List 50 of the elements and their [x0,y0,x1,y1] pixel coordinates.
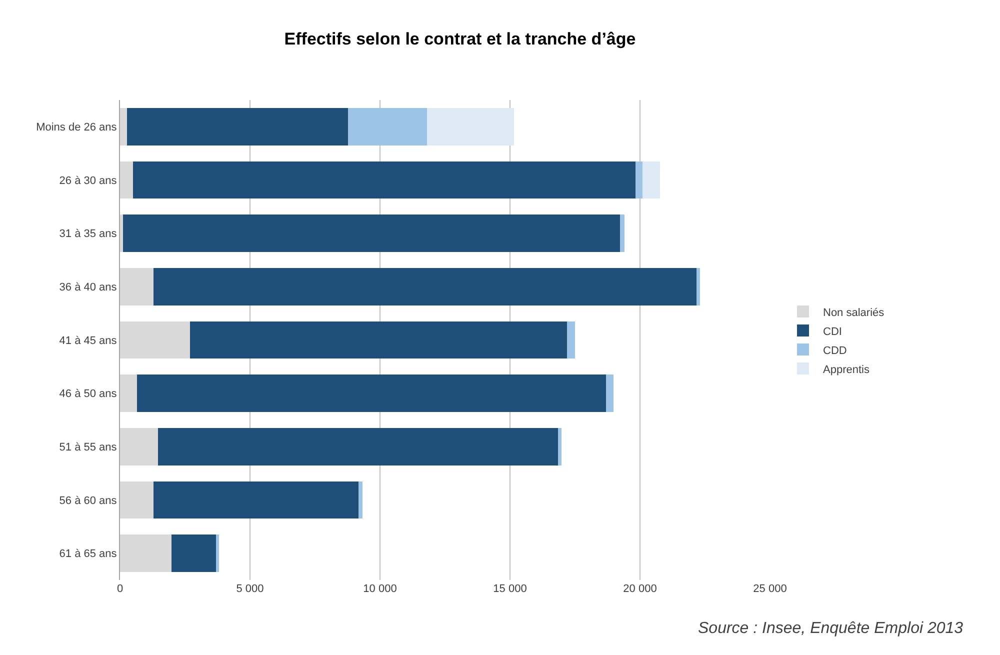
legend-label: CDI [823,326,842,338]
y-tick-label: 41 à 45 ans [59,334,118,347]
x-tick-label: 5 000 [236,583,264,595]
bar [348,108,428,146]
legend-label: Apprentis [823,364,870,376]
y-tick-label: 31 à 35 ans [59,228,118,240]
bar [558,428,562,466]
legend-label: Non salariés [823,306,885,319]
chart-title: Effectifs selon le contrat et la tranche d’âge [284,30,636,49]
source-note: Source : Insee, Enquête Emploi 2013 [698,620,964,637]
bar [566,321,575,359]
y-tick-label: 51 à 55 ans [59,442,118,454]
bar [120,161,133,199]
x-tick-label: 15 000 [493,583,527,595]
bar [133,161,636,199]
y-tick-label: 46 à 50 ans [59,388,118,400]
y-tick-label: 56 à 60 ans [59,494,118,507]
bar [120,534,172,572]
bar [120,108,127,146]
bar [123,214,620,252]
bar [190,321,567,359]
bar [136,374,606,412]
bar [120,481,154,519]
bar [635,161,642,199]
bar [154,481,358,519]
legend-label: CDD [823,344,847,357]
bar [427,108,514,146]
y-tick-label: 61 à 65 ans [59,548,118,560]
bar [171,534,216,572]
x-tick-label: 20 000 [623,583,657,595]
bar [606,374,614,412]
bar [120,428,158,466]
y-tick-label: Moins de 26 ans [36,122,118,134]
y-tick-label: 36 à 40 ans [59,282,118,294]
bar [216,534,219,572]
x-tick-label: 10 000 [363,583,397,595]
bar [126,108,348,146]
bar [358,481,362,519]
bar [154,268,696,306]
bar [120,374,137,412]
bar [158,428,558,466]
bar [620,214,625,252]
bar [120,214,124,252]
x-tick-label: 0 [116,583,124,595]
bar [642,161,660,199]
y-tick-label: 26 à 30 ans [59,174,118,187]
bar [696,268,700,306]
x-tick-label: 25 000 [753,583,787,595]
bar [120,321,190,359]
bar [120,268,154,306]
